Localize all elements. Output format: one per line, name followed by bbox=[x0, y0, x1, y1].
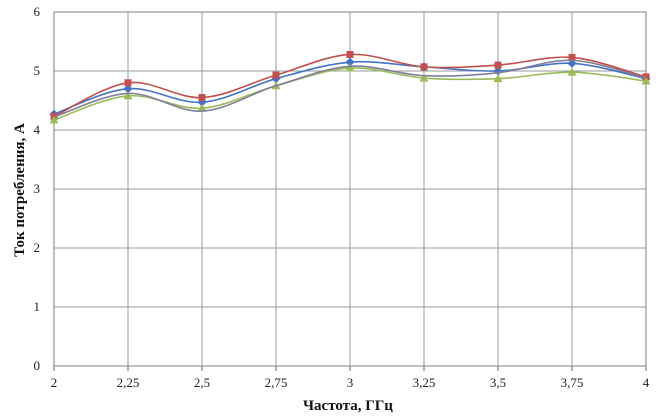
data-point-square bbox=[346, 50, 354, 58]
x-tick-label: 2 bbox=[51, 375, 58, 390]
x-tick-label: 2,25 bbox=[117, 375, 140, 390]
y-tick-label: 0 bbox=[34, 358, 41, 373]
data-point-triangle bbox=[345, 63, 355, 72]
data-point-square bbox=[420, 63, 428, 71]
x-tick-label: 3,25 bbox=[413, 375, 436, 390]
data-point-triangle bbox=[493, 74, 503, 83]
x-tick-label: 4 bbox=[643, 375, 650, 390]
data-point-square bbox=[568, 53, 576, 61]
series-line bbox=[53, 59, 647, 118]
data-point-triangle bbox=[641, 76, 651, 85]
series-4 bbox=[53, 59, 647, 118]
x-tick-label: 3,5 bbox=[490, 375, 506, 390]
x-axis-title: Частота, ГГц bbox=[303, 398, 393, 414]
data-point-diamond bbox=[123, 84, 133, 94]
y-axis-title: Ток потребления, А bbox=[12, 123, 28, 257]
x-tick-label: 2,5 bbox=[194, 375, 210, 390]
y-tick-label: 1 bbox=[34, 299, 41, 314]
data-point-triangle bbox=[49, 115, 59, 124]
series-layer bbox=[49, 50, 651, 124]
data-point-square bbox=[124, 79, 132, 87]
y-tick-label: 2 bbox=[34, 240, 41, 255]
data-point-triangle bbox=[123, 91, 133, 100]
data-point-triangle bbox=[567, 67, 577, 76]
x-tick-label: 3,75 bbox=[561, 375, 584, 390]
data-point-square bbox=[494, 61, 502, 69]
tick-labels: 0 1 2 3 4 5 6 2 2,25 2,5 2,75 3 3,25 3,5 3,75 4 bbox=[34, 4, 650, 390]
data-point-diamond bbox=[345, 57, 355, 67]
data-point-square bbox=[198, 94, 206, 102]
y-tick-label: 6 bbox=[34, 4, 41, 19]
x-tick-label: 2,75 bbox=[265, 375, 288, 390]
y-tick-label: 5 bbox=[34, 63, 41, 78]
y-tick-label: 3 bbox=[34, 181, 41, 196]
axes bbox=[53, 11, 647, 371]
y-tick-label: 4 bbox=[34, 122, 41, 137]
plot-area-border bbox=[53, 11, 647, 367]
x-tick-label: 3 bbox=[347, 375, 354, 390]
data-point-square bbox=[272, 71, 280, 79]
data-point-triangle bbox=[419, 73, 429, 82]
data-point-triangle bbox=[197, 103, 207, 112]
